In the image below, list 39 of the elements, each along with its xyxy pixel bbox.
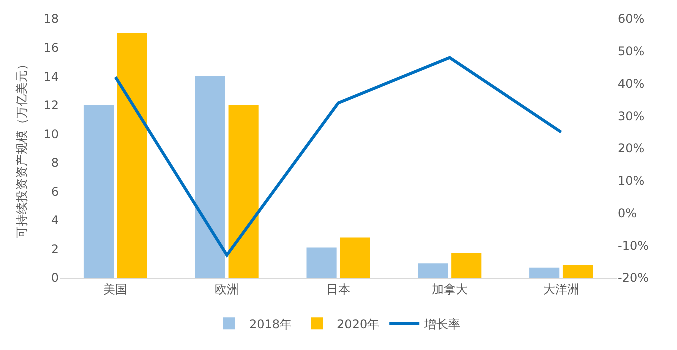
y-tick-label: 2 xyxy=(51,242,59,256)
y2-tick-label: 30% xyxy=(618,109,645,124)
x-tick-label: 加拿大 xyxy=(432,282,468,296)
bar xyxy=(562,265,594,278)
bar xyxy=(530,268,560,278)
y-tick-label: 8 xyxy=(51,156,59,170)
bar xyxy=(228,105,259,278)
y2-tick-label: 0% xyxy=(618,206,638,220)
legend-label: 2018年 xyxy=(250,317,292,332)
y-tick-label: 10 xyxy=(44,127,59,142)
y-tick-label: 18 xyxy=(44,12,59,26)
bar xyxy=(452,254,482,278)
y-axis-title: 可持续投资资产规模（万亿美元） xyxy=(15,58,29,238)
bar xyxy=(117,33,148,278)
x-tick-label: 大洋洲 xyxy=(543,282,580,296)
y-tick-label: 14 xyxy=(44,70,59,84)
y-tick-label: 0 xyxy=(51,271,59,286)
y2-tick-label: 50% xyxy=(618,44,645,59)
bar xyxy=(306,248,337,278)
bar xyxy=(340,238,370,278)
line-series xyxy=(114,56,563,257)
y2-tick-label: 20% xyxy=(618,142,645,156)
x-tick-label: 日本 xyxy=(326,282,350,296)
bar xyxy=(84,105,114,278)
x-tick-label: 美国 xyxy=(104,282,128,296)
y2-tick-label: -10% xyxy=(618,238,650,253)
x-tick-label: 欧洲 xyxy=(215,282,240,296)
y2-tick-label: 40% xyxy=(618,76,645,91)
bar xyxy=(418,264,448,278)
legend-label: 增长率 xyxy=(424,317,461,332)
y-tick-label: 4 xyxy=(51,214,59,228)
legend-label: 2020年 xyxy=(337,317,380,332)
y-tick-label: 6 xyxy=(51,184,59,199)
y2-tick-label: 60% xyxy=(618,12,645,26)
y-tick-label: 16 xyxy=(44,40,59,55)
y-tick-label: 12 xyxy=(44,98,59,113)
y2-tick-label: 10% xyxy=(618,174,645,188)
y2-tick-label: -20% xyxy=(618,271,650,286)
bar xyxy=(195,76,226,278)
